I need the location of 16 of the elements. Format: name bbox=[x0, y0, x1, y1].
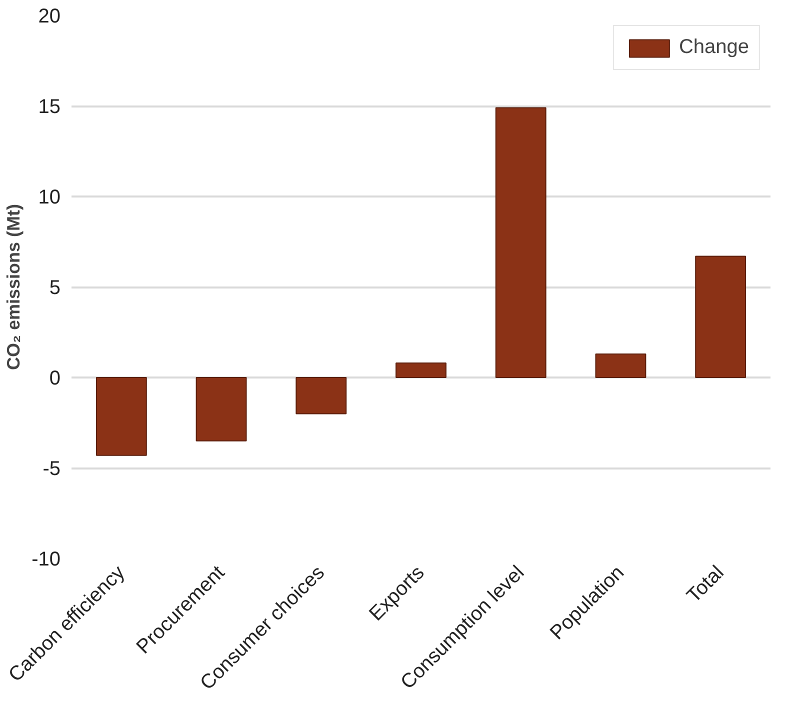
y-tick-label: 10 bbox=[38, 186, 61, 208]
bar bbox=[196, 377, 247, 442]
bar bbox=[296, 377, 347, 414]
bar bbox=[396, 362, 446, 378]
y-tick-label: -10 bbox=[32, 548, 60, 570]
legend-label: Change bbox=[678, 36, 749, 59]
bar bbox=[495, 107, 546, 378]
bar bbox=[96, 377, 147, 456]
y-tick-label: 0 bbox=[49, 368, 60, 390]
bar bbox=[595, 353, 646, 378]
y-axis-title: CO₂ emissions (Mt) bbox=[4, 204, 24, 370]
y-tick-label: 15 bbox=[38, 96, 61, 118]
y-tick-label: 20 bbox=[38, 6, 61, 28]
y-tick-label: -5 bbox=[42, 458, 61, 480]
y-tick-label: 5 bbox=[49, 277, 60, 299]
bar bbox=[695, 256, 746, 378]
